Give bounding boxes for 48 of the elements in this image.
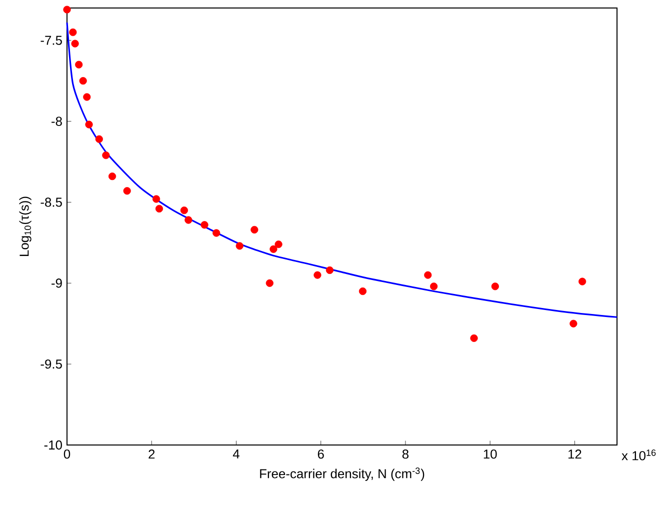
point: [69, 28, 77, 36]
point: [108, 172, 116, 180]
point: [326, 266, 334, 274]
point: [266, 279, 274, 287]
y-tick-label: -7.5: [40, 36, 62, 45]
y-tick-label: -10: [44, 440, 62, 450]
point: [102, 151, 110, 160]
point: [200, 221, 208, 229]
x-tick-label: 6: [318, 450, 324, 459]
point: [123, 187, 131, 195]
point: [75, 60, 83, 68]
point: [274, 240, 282, 248]
point: [155, 204, 164, 212]
point: [578, 278, 586, 286]
y-tick-label: -8.5: [40, 198, 62, 207]
point: [83, 93, 91, 101]
y-tick-label: -8: [52, 116, 62, 126]
x-tick-label: 4: [232, 450, 240, 458]
point: [71, 40, 79, 48]
point: [184, 216, 192, 224]
point: [270, 245, 278, 253]
point: [152, 195, 160, 203]
point: [424, 271, 432, 279]
y-tick-label: -9.5: [40, 359, 62, 369]
point: [570, 320, 578, 328]
point: [85, 120, 93, 128]
point: [470, 334, 478, 342]
line-series: [66, 22, 618, 318]
point: [314, 271, 322, 279]
y-axis-title: Log$_{10}$(τ(s)): [19, 196, 32, 256]
x-tick-label: 2: [148, 450, 155, 459]
point: [212, 229, 220, 237]
x-axis-title: Free-carrier density, N (cm$^{-3}$): [260, 468, 424, 481]
y-tick-label: -9: [52, 278, 62, 288]
point: [250, 226, 258, 234]
point: [95, 135, 103, 143]
point: [180, 206, 188, 214]
text: x 10$^{16}$: [622, 450, 656, 460]
point: [430, 282, 438, 290]
x-tick-label: 10: [484, 450, 497, 459]
point: [63, 6, 71, 14]
x-tick-label: 0: [64, 450, 70, 459]
point: [79, 77, 87, 85]
x-tick-label: 12: [568, 450, 582, 459]
x-tick-label: 8: [402, 450, 409, 459]
point: [491, 282, 499, 290]
point: [358, 287, 367, 296]
point: [236, 242, 244, 250]
